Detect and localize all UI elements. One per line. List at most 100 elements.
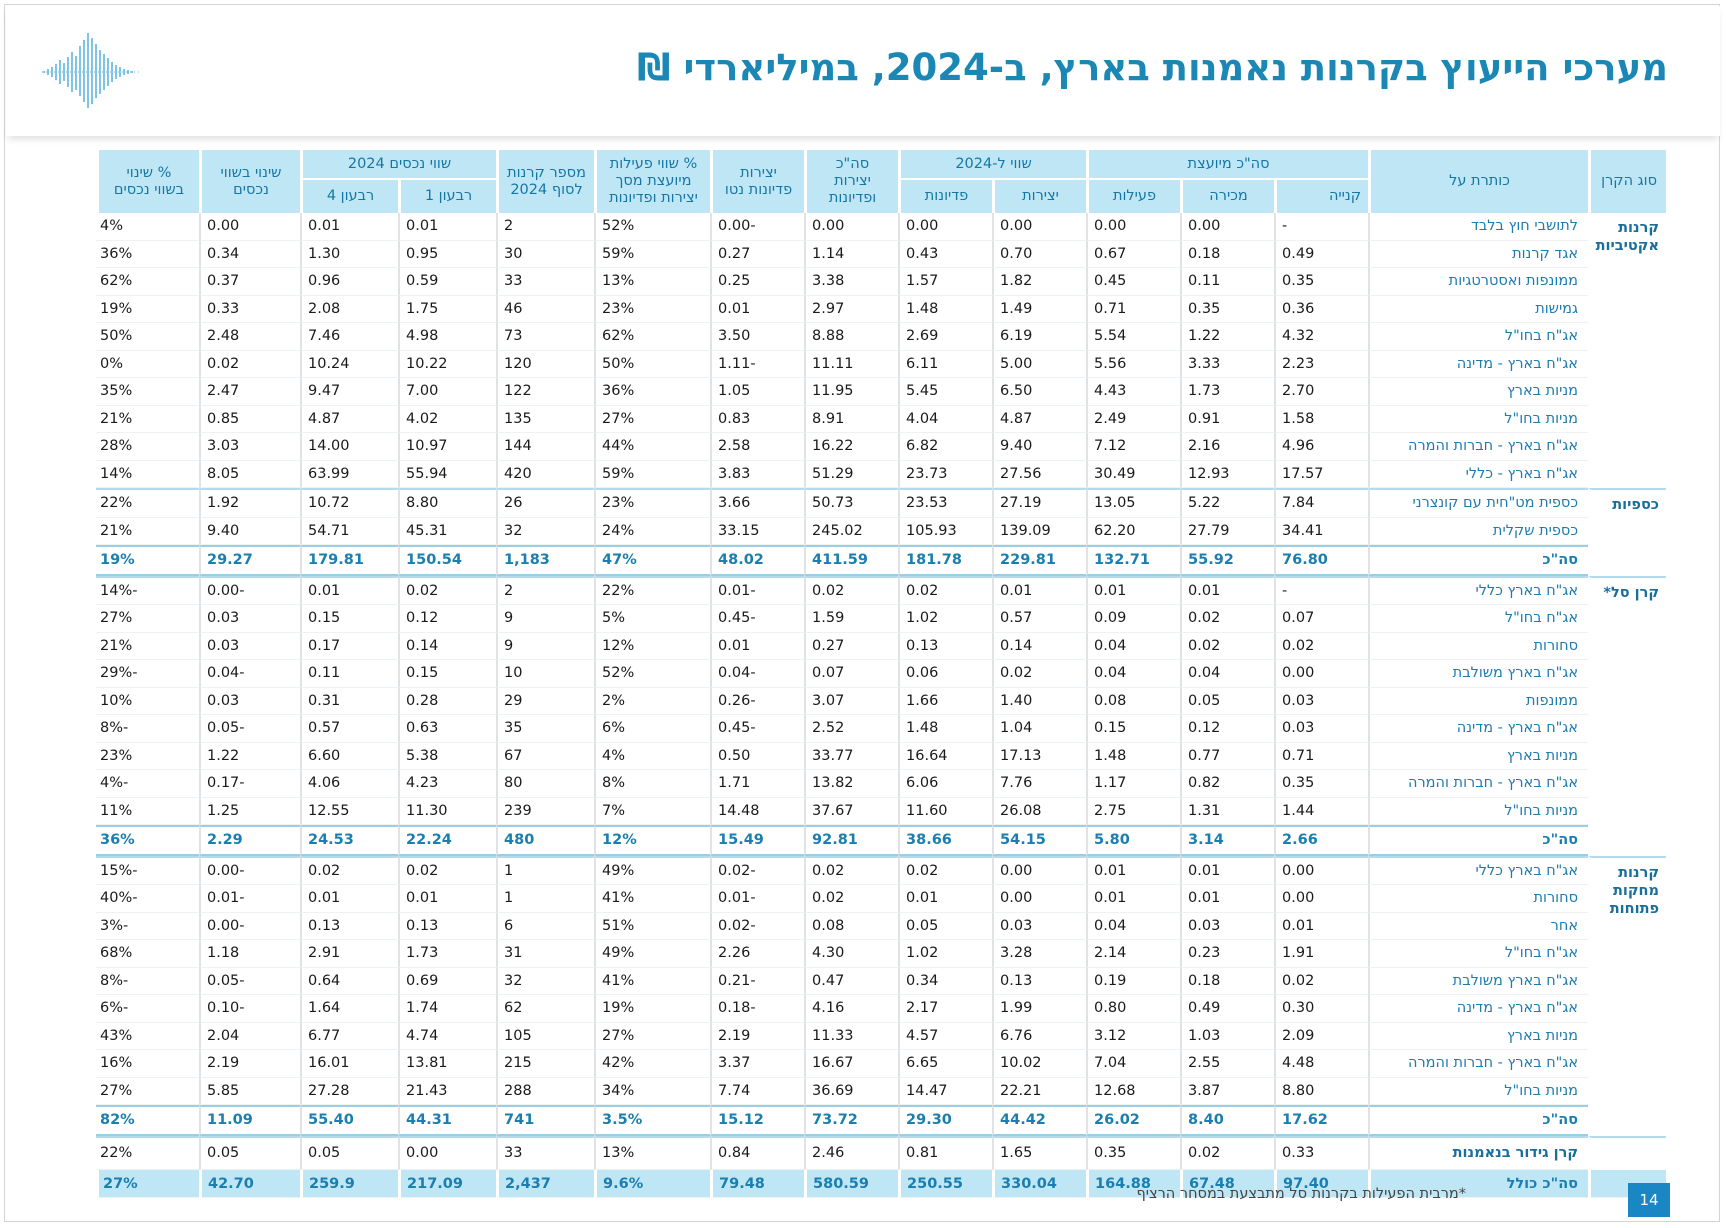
table-cell: 36%: [96, 825, 199, 856]
table-cell: 0.03: [199, 605, 300, 633]
table-cell: 27.56: [992, 460, 1087, 488]
table-row: אג"ח בארץ - מדינה 2.23 3.33 5.56 5.00 6.11 11.…: [96, 350, 1666, 378]
table-cell: 10.24: [300, 350, 399, 378]
table-cell: 5.00: [992, 350, 1087, 378]
page-header: מערכי הייעוץ בקרנות נאמנות בארץ, ב-2024,…: [6, 6, 1720, 136]
table-cell: 11.95: [804, 378, 899, 406]
table-cell: 0.19: [1086, 967, 1181, 995]
table-cell: 1.49: [992, 295, 1087, 323]
table-cell: 6%: [594, 715, 711, 743]
table-cell: 1.64: [300, 995, 399, 1023]
table-cell: 0.03: [1180, 912, 1275, 940]
table-cell: 3.87: [1180, 1077, 1275, 1105]
table-cell: 97.40: [1274, 1170, 1369, 1198]
header-redemptions: פדיונות: [898, 180, 993, 213]
table-cell: 0.18: [1180, 240, 1275, 268]
header-asset-change: שינוי בשווי נכסים: [199, 150, 300, 213]
table-cell: 76.80: [1274, 545, 1369, 576]
table-cell: 9.47: [300, 378, 399, 406]
table-cell: 0.13: [898, 632, 993, 660]
table-cell: 0.05: [199, 1135, 300, 1170]
table-cell: 135: [496, 405, 595, 433]
table-cell: 10.22: [398, 350, 497, 378]
advisory-table: סוג הקרן כותרת על סה"כ מיועצת שווי ל-202…: [96, 150, 1667, 1198]
table-row: מניות בחו"ל 1.58 0.91 2.49 4.87 4.04 8.91 0.83 2…: [96, 405, 1666, 433]
table-cell: 59%: [594, 240, 711, 268]
table-cell: -0.45: [710, 715, 805, 743]
table-cell: 0.04: [1086, 632, 1181, 660]
table-cell: 67.48: [1180, 1170, 1275, 1198]
table-cell: 49%: [594, 855, 711, 885]
row-category: אג"ח בחו"ל: [1368, 940, 1589, 968]
table-cell: 245.02: [804, 517, 899, 545]
table-cell: 50%: [594, 350, 711, 378]
table-cell: -0.00: [199, 575, 300, 605]
table-cell: 164.88: [1086, 1170, 1181, 1198]
footnote: *מרבית הפעילות בקרנות סל מתבצעת במסחר הר…: [1136, 1186, 1467, 1202]
table-cell: 22%: [96, 1135, 199, 1170]
table-cell: 44.42: [992, 1105, 1087, 1136]
table-cell: 0.82: [1180, 770, 1275, 798]
table-cell: 0.49: [1274, 240, 1369, 268]
table-cell: 8%: [594, 770, 711, 798]
table-cell: 122: [496, 378, 595, 406]
table-cell: 0.13: [300, 912, 399, 940]
table-cell: 19%: [594, 995, 711, 1023]
table-cell: 330.04: [992, 1170, 1087, 1198]
table-cell: 0.01: [710, 632, 805, 660]
table-cell: 12.55: [300, 797, 399, 825]
row-category: אג"ח בארץ משולבת: [1368, 660, 1589, 688]
table-cell: 1.30: [300, 240, 399, 268]
table-cell: 9: [496, 605, 595, 633]
table-cell: 11.30: [398, 797, 497, 825]
table-cell: 9.6%: [594, 1170, 711, 1198]
table-cell: 23%: [594, 295, 711, 323]
fund-type-label: [1588, 1135, 1667, 1170]
table-cell: 239: [496, 797, 595, 825]
table-cell: 0.02: [1180, 605, 1275, 633]
table-cell: 35%: [96, 378, 199, 406]
table-cell: 0.00: [1274, 855, 1369, 885]
table-cell: 4.87: [992, 405, 1087, 433]
table-cell: 52%: [594, 213, 711, 241]
table-cell: -4%: [96, 770, 199, 798]
table-cell: 27.19: [992, 488, 1087, 518]
table-cell: 38.66: [898, 825, 993, 856]
table-cell: 27%: [96, 1078, 199, 1105]
table-cell: 0.01: [300, 885, 399, 913]
table-cell: 6.76: [992, 1022, 1087, 1050]
table-cell: 0.01: [710, 295, 805, 323]
table-cell: 50.73: [804, 488, 899, 518]
row-category: אג"ח בארץ כללי: [1368, 575, 1589, 605]
table-cell: 0.50: [710, 742, 805, 770]
table-cell: 0.14: [398, 632, 497, 660]
table-cell: -0.26: [710, 687, 805, 715]
table-cell: 48.02: [710, 545, 805, 576]
table-cell: 1.92: [199, 488, 300, 518]
table-cell: 0.01: [1274, 912, 1369, 940]
table-cell: 33.15: [710, 517, 805, 545]
table-row: מניות בארץ 0.71 0.77 1.48 17.13 16.64 33.77 0.5…: [96, 742, 1666, 770]
table-cell: 52%: [594, 660, 711, 688]
table-cell: 2.09: [1274, 1022, 1369, 1050]
table-cell: 0.07: [804, 660, 899, 688]
table-cell: 27%: [96, 605, 199, 633]
table-row: סה"כ 76.80 55.92 132.71 229.81 181.78 411.59 48…: [96, 545, 1666, 576]
table-cell: 0.02: [804, 855, 899, 885]
table-cell: -0.05: [199, 715, 300, 743]
table-cell: 0.05: [898, 912, 993, 940]
table-cell: 15.12: [710, 1105, 805, 1136]
table-cell: 7.84: [1274, 488, 1369, 518]
table-cell: 50%: [96, 323, 199, 351]
row-category: קרן גידור בנאמנות: [1368, 1135, 1589, 1170]
table-cell: 179.81: [300, 545, 399, 576]
row-category: מניות בארץ: [1368, 378, 1589, 406]
row-category: סה"כ: [1368, 825, 1589, 856]
table-cell: 4%: [96, 213, 199, 241]
table-cell: 1.05: [710, 378, 805, 406]
table-cell: 54.71: [300, 517, 399, 545]
table-cell: 33: [496, 268, 595, 296]
table-cell: 68%: [96, 940, 199, 968]
table-cell: 1.57: [898, 268, 993, 296]
table-cell: 0.34: [199, 240, 300, 268]
